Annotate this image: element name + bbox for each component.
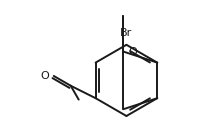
Text: O: O [129,47,138,57]
Text: Br: Br [120,28,133,38]
Text: O: O [41,71,49,81]
